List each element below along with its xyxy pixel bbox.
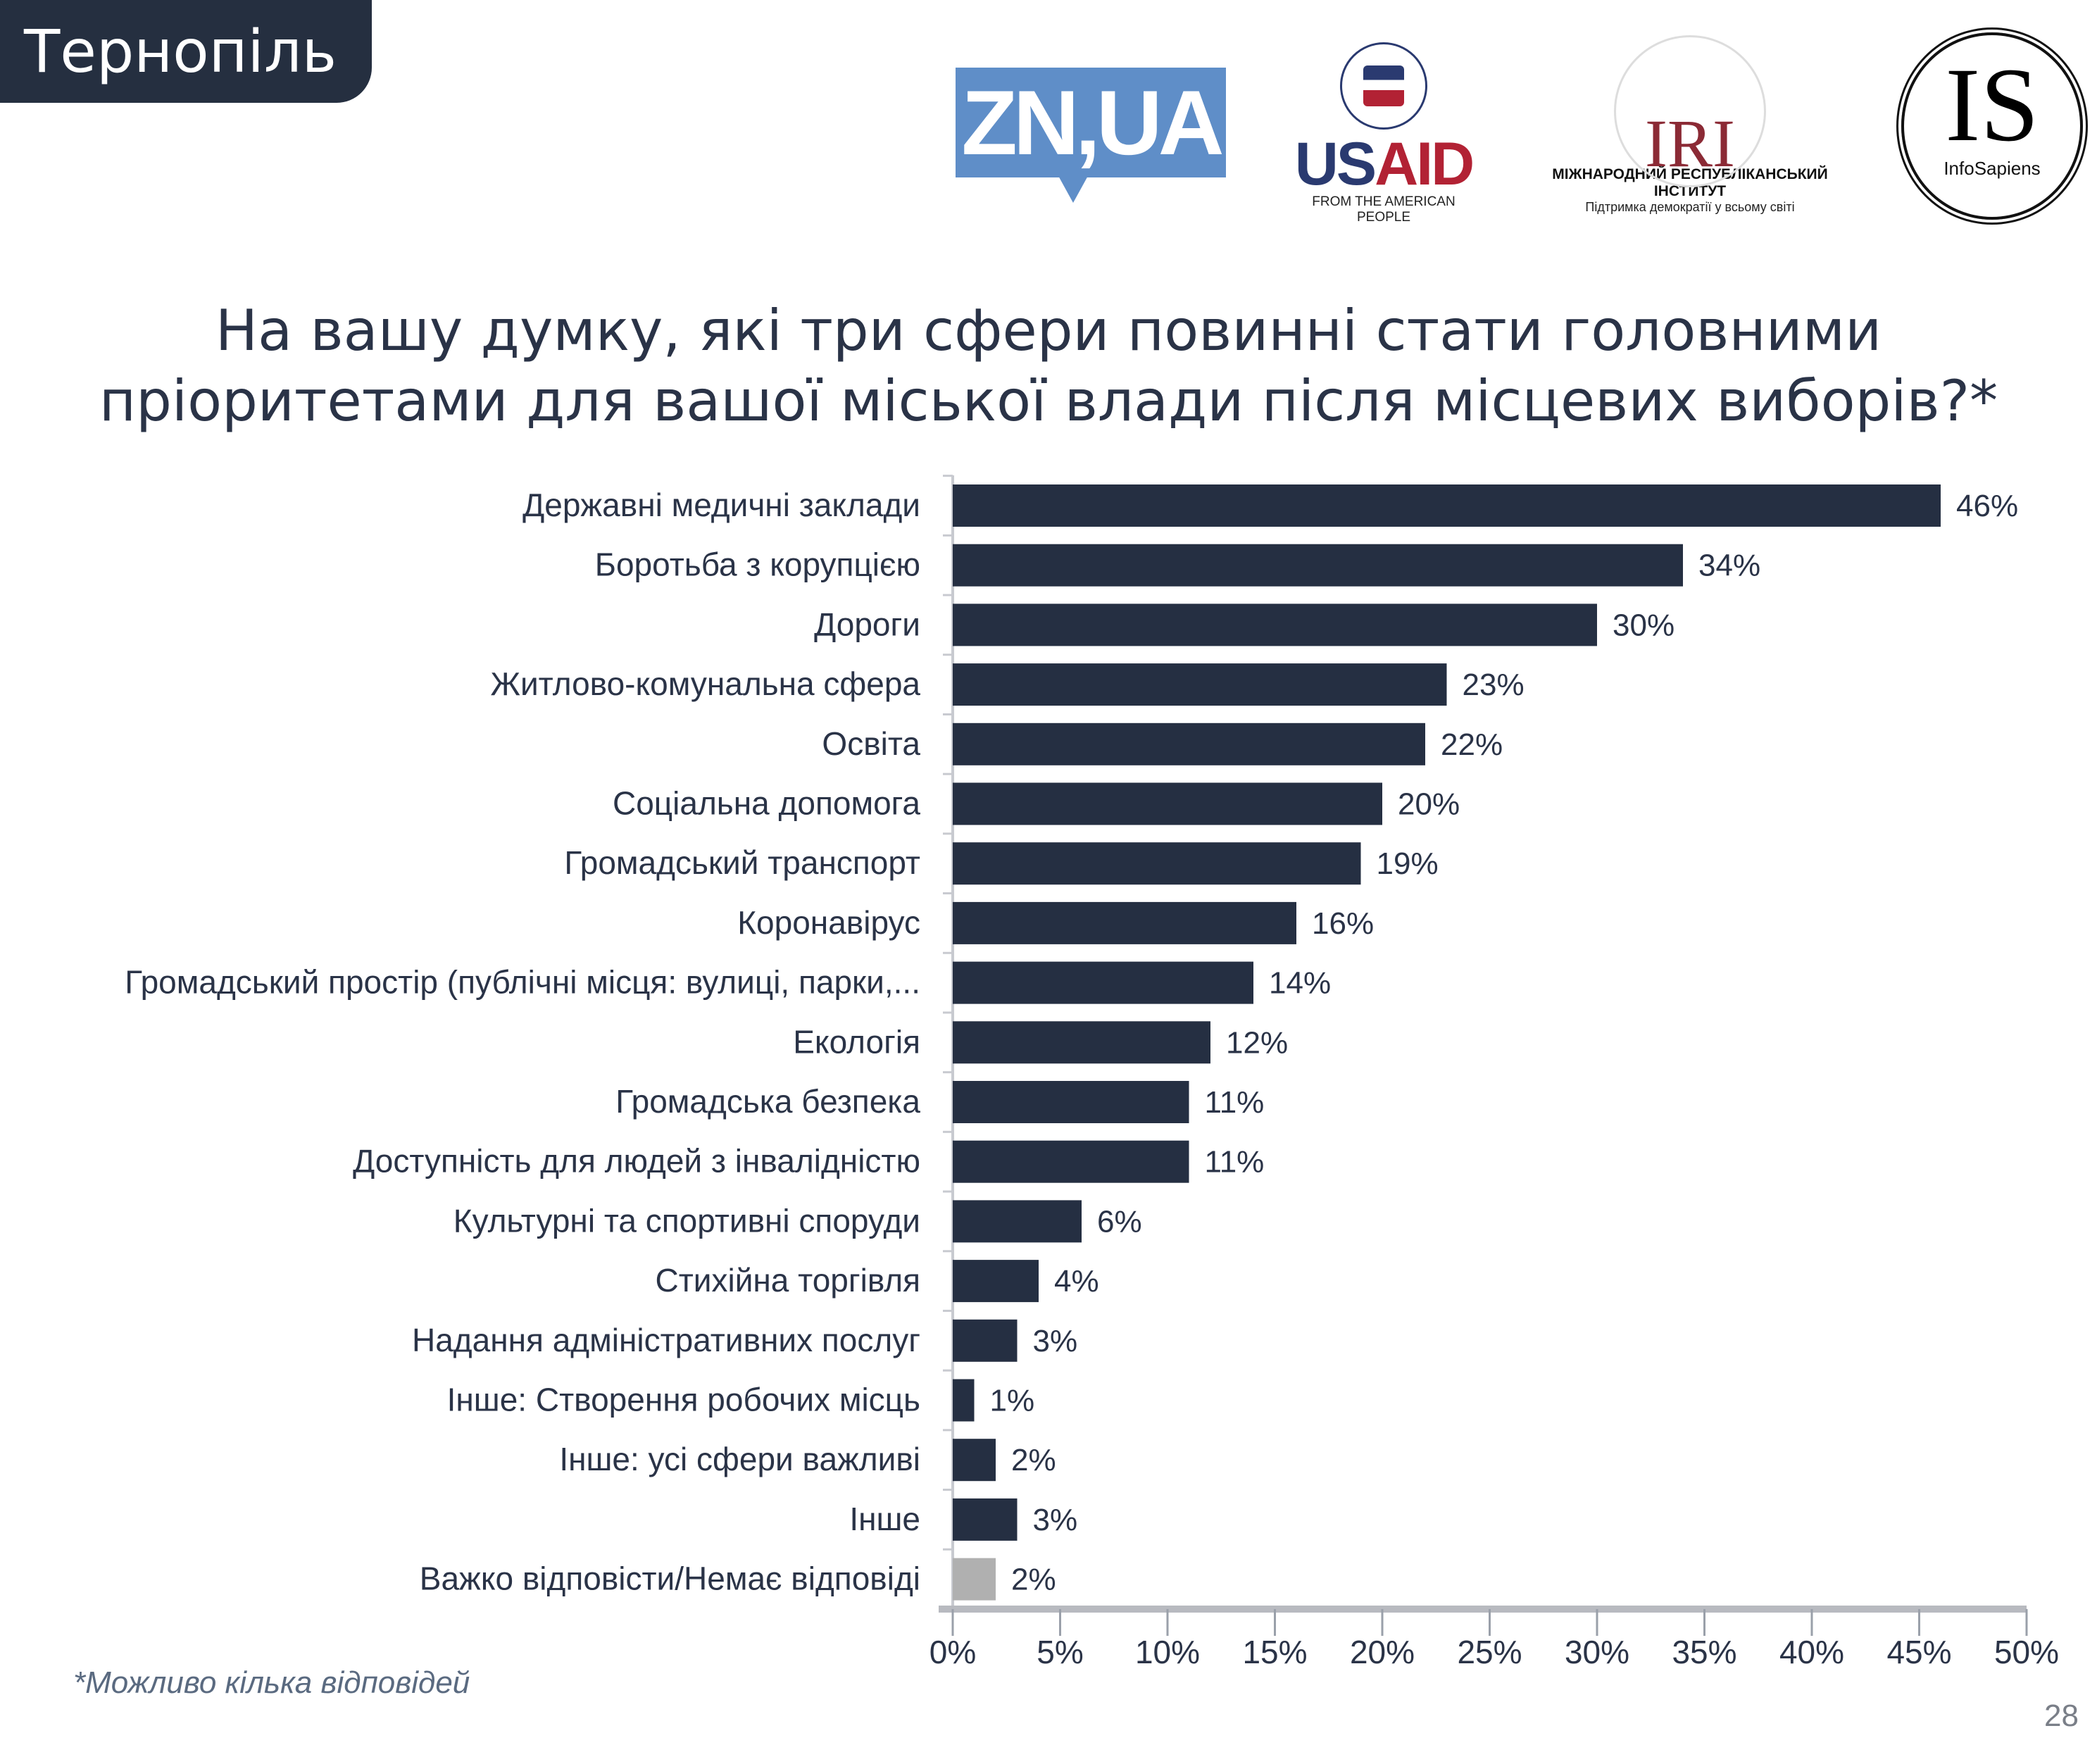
value-label: 14% [1269,966,1331,1001]
chart-title: На вашу думку, які три сфери повинні ста… [0,296,2097,437]
is-name: InfoSapiens [1943,158,2041,179]
category-label: Дороги [814,606,920,642]
bar [953,1140,1189,1183]
category-label: Громадський простір (публічні місця: вул… [125,964,920,1001]
value-label: 3% [1033,1503,1078,1537]
usaid-seal-icon [1340,42,1427,130]
category-label: Коронавірус [737,904,920,941]
value-label: 12% [1226,1025,1288,1060]
category-label: Інше: усі сфери важливі [559,1441,920,1477]
znua-logo: ZN,UA [956,68,1226,203]
category-label: Боротьба з корупцією [595,546,920,583]
value-label: 16% [1312,906,1374,941]
value-label: 2% [1011,1563,1056,1597]
category-label: Важко відповісти/Немає відповіді [420,1560,920,1597]
x-tick-label: 0% [929,1634,976,1670]
usaid-tagline: FROM THE AMERICAN PEOPLE [1312,194,1456,225]
usaid-us: US [1294,130,1377,198]
bar [953,961,1253,1004]
bar [953,663,1447,706]
x-tick-label: 45% [1886,1634,1951,1670]
bar [953,1260,1039,1303]
value-label: 1% [990,1384,1035,1418]
iri-mark: IRI [1645,106,1735,181]
bar [953,1439,996,1482]
x-tick-label: 50% [1994,1634,2059,1670]
bar [953,782,1382,825]
title-line-1: На вашу думку, які три сфери повинні ста… [215,298,1882,363]
category-label: Екологія [793,1023,920,1060]
value-label: 19% [1377,846,1439,881]
category-label: Стихійна торгівля [655,1262,920,1299]
value-label: 30% [1613,608,1675,642]
iri-logo: IRI МІЖНАРОДНИЙ РЕСПУБЛІКАНСЬКИЙ ІНСТИТУ… [1517,35,1863,215]
value-label: 20% [1398,787,1460,822]
bar [953,544,1683,587]
category-label: Доступність для людей з інвалідністю [353,1143,920,1180]
x-tick-label: 25% [1457,1634,1522,1670]
footnote: *Можливо кілька відповідей [73,1665,470,1700]
bar [953,842,1361,885]
iri-tagline: Підтримка демократії у всьому світі [1585,200,1795,214]
is-mark: IS [1945,46,2039,163]
bar [953,603,1597,646]
value-label: 23% [1463,668,1525,702]
value-label: 2% [1011,1443,1056,1477]
bar [953,1558,996,1601]
value-label: 22% [1441,727,1503,762]
category-label: Культурні та спортивні споруди [453,1202,920,1239]
category-label: Громадський транспорт [564,844,920,881]
bar [953,1319,1018,1362]
x-tick-label: 10% [1135,1634,1200,1670]
category-label: Інше: Створення робочих місць [447,1382,920,1418]
bar [953,1498,1018,1541]
category-label: Освіта [822,725,920,762]
city-badge: Тернопіль [0,0,372,103]
x-tick-label: 15% [1242,1634,1307,1670]
category-label: Надання адміністративних послуг [412,1322,920,1358]
value-label: 4% [1054,1264,1099,1299]
category-label: Інше [849,1501,920,1537]
category-label: Громадська безпека [615,1083,920,1120]
x-tick-label: 40% [1779,1634,1844,1670]
value-label: 11% [1205,1145,1265,1180]
bar [953,484,1941,527]
value-label: 3% [1033,1324,1078,1358]
x-tick-label: 5% [1037,1634,1083,1670]
page-number: 28 [2044,1699,2079,1733]
category-label: Житлово-комунальна сфера [490,665,920,702]
usaid-logo: USAID FROM THE AMERICAN PEOPLE [1285,42,1482,225]
x-tick-label: 35% [1672,1634,1736,1670]
category-label: Соціальна допомога [613,785,920,822]
bar [953,723,1425,765]
bar [953,901,1296,944]
usaid-aid: AID [1375,130,1475,198]
category-label: Державні медичні заклади [522,487,920,523]
x-tick-label: 20% [1350,1634,1415,1670]
infosapiens-logo: IS InfoSapiens [1901,32,2083,220]
x-tick-label: 30% [1565,1634,1629,1670]
value-label: 46% [1956,489,2018,523]
bar [953,1200,1082,1243]
value-label: 6% [1097,1204,1142,1239]
bar [953,1379,975,1422]
value-label: 34% [1698,549,1760,583]
globe-icon: IRI [1614,35,1766,187]
title-line-2: пріоритетами для вашої міської влади піс… [99,368,1998,434]
bar [953,1021,1210,1064]
bar [953,1081,1189,1123]
value-label: 11% [1205,1085,1265,1120]
